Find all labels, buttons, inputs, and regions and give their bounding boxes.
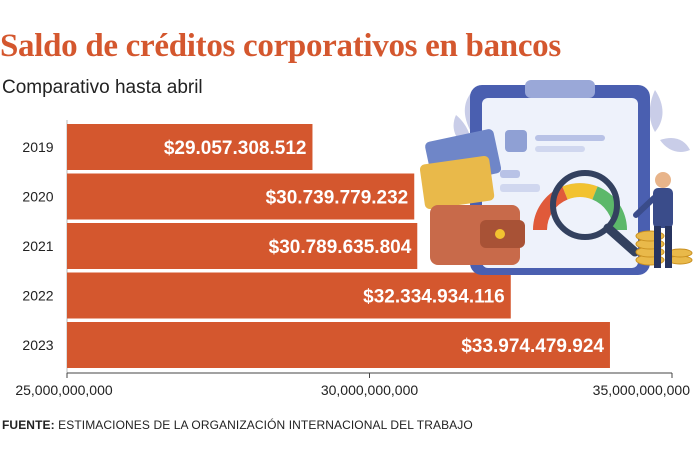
bar-value-label-2019: $29.057.308.512	[164, 138, 307, 159]
bar-2022	[67, 272, 511, 319]
x-tick-label-1: 30,000,000,000	[321, 382, 419, 398]
bar-value-label-2023: $33.974.479.924	[461, 336, 604, 357]
bar-value-label-2022: $32.334.934.116	[363, 287, 505, 308]
person-icon	[633, 172, 673, 268]
bar-value-label-2021: $30.789.635.804	[269, 237, 412, 258]
chart-subtitle: Comparativo hasta abril	[2, 77, 203, 98]
credit-cards-icon	[419, 129, 502, 210]
wallet-icon	[430, 205, 525, 265]
source-text: ESTIMACIONES DE LA ORGANIZACIÓN INTERNAC…	[58, 418, 473, 432]
category-label-2023: 2023	[22, 337, 53, 353]
bar-2020	[67, 173, 415, 220]
finance-illustration	[419, 80, 693, 275]
x-tick-label-2: 35,000,000,000	[593, 382, 691, 398]
category-label-2020: 2020	[22, 189, 53, 205]
category-label-2021: 2021	[22, 238, 53, 254]
category-label-2022: 2022	[22, 288, 53, 304]
magnifier-icon	[550, 170, 640, 257]
category-label-2019: 2019	[22, 139, 53, 155]
source-label: FUENTE:	[2, 418, 55, 432]
coins-icon	[635, 230, 693, 266]
chart-title: Saldo de créditos corporativos en bancos	[0, 28, 561, 64]
bar-2023	[67, 322, 610, 368]
bar-2019	[67, 124, 313, 170]
x-tick-label-0: 25,000,000,000	[15, 382, 113, 398]
source-note: FUENTE: ESTIMACIONES DE LA ORGANIZACIÓN …	[2, 418, 473, 432]
bar-2021	[67, 223, 418, 269]
bar-value-label-2020: $30.739.779.232	[266, 188, 409, 209]
